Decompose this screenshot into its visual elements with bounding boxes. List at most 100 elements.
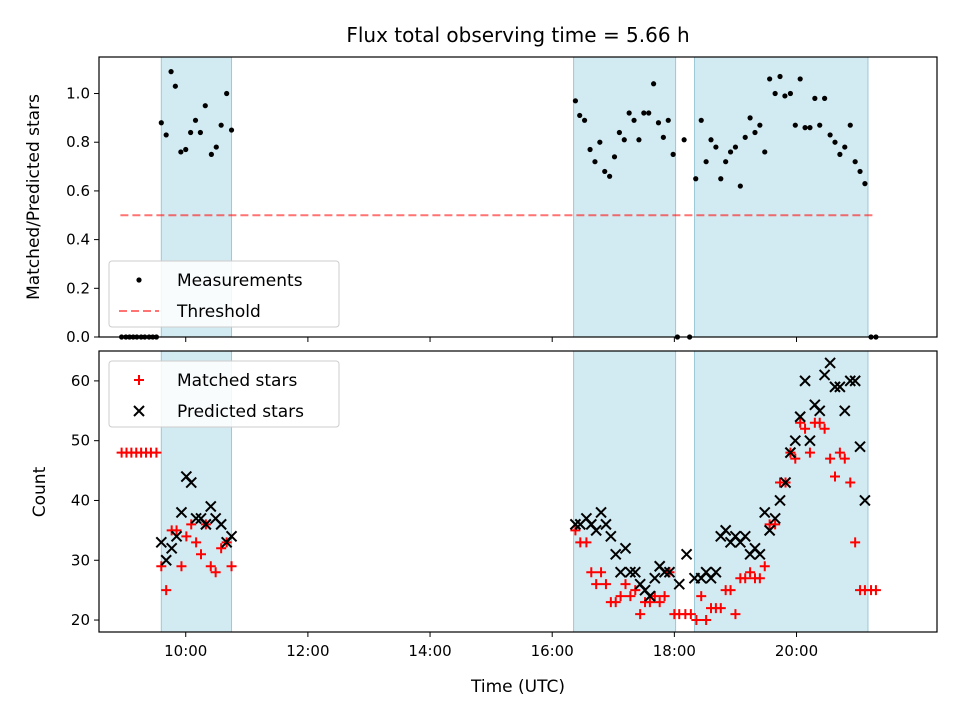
- measurement-point: [224, 90, 230, 97]
- predicted-star-point: [160, 554, 172, 566]
- matched-star-point: [610, 597, 621, 608]
- predicted-star-point: [190, 512, 202, 525]
- predicted-star-point: [658, 566, 671, 578]
- predicted-star-point: [759, 506, 771, 519]
- matched-star-point: [754, 573, 765, 584]
- matched-star-point: [210, 567, 221, 578]
- top-axis-ticks: 0.0 0.2 0.4 0.6 0.8 1.0: [66, 85, 798, 346]
- matched-star-point: [615, 591, 626, 602]
- matched-star-point: [591, 579, 602, 590]
- measurement-point: [228, 127, 235, 133]
- y-tick-label: 0.0: [66, 328, 90, 346]
- measurement-point: [607, 173, 613, 179]
- measurement-point: [197, 129, 203, 136]
- matched-star-point: [839, 453, 850, 464]
- predicted-star-point: [663, 566, 676, 578]
- matched-star-point: [696, 591, 707, 602]
- measurement-point: [852, 159, 858, 165]
- measurement-point: [650, 81, 657, 87]
- measurement-point: [183, 146, 189, 153]
- y-tick-label: 0.6: [66, 182, 90, 200]
- matched-star-point: [161, 585, 172, 596]
- top-y-axis-label: Matched/Predicted stars: [24, 94, 44, 300]
- measurement-point: [213, 144, 219, 150]
- legend-measurement-marker: [136, 277, 142, 283]
- matched-star-point: [691, 615, 702, 626]
- y-tick-label: 30: [71, 551, 90, 569]
- matched-star-point: [825, 453, 836, 464]
- measurement-point: [681, 137, 687, 143]
- matched-star-point: [570, 525, 581, 536]
- predicted-star-point: [754, 548, 766, 560]
- measurement-point: [782, 93, 788, 99]
- y-tick-label: 20: [71, 611, 90, 629]
- predicted-star-point: [590, 524, 602, 537]
- matched-star-point: [685, 609, 696, 620]
- y-tick-label: 50: [71, 432, 90, 450]
- measurement-point: [698, 117, 704, 123]
- predicted-star-point: [600, 518, 612, 531]
- measurement-point: [646, 110, 652, 116]
- legend-predicted-marker: [133, 405, 145, 417]
- matched-star-point: [701, 615, 712, 626]
- matched-star-point: [845, 477, 856, 488]
- measurement-point: [188, 129, 194, 136]
- measurement-point: [218, 122, 224, 128]
- predicted-star-point: [170, 530, 183, 543]
- matched-star-point: [226, 561, 237, 572]
- legend-label: Measurements: [177, 271, 303, 291]
- bottom-y-axis-label: Count: [30, 466, 50, 517]
- predicted-star-point: [859, 494, 871, 507]
- predicted-star-point: [175, 506, 188, 519]
- predicted-star-point: [569, 518, 582, 531]
- measurement-point: [581, 117, 588, 123]
- matched-star-point: [644, 597, 655, 608]
- matched-star-point: [191, 537, 202, 548]
- y-tick-label: 0.2: [66, 279, 90, 297]
- matched-star-point: [730, 609, 741, 620]
- matched-star-point: [186, 519, 197, 530]
- matched-star-point: [850, 537, 861, 548]
- predicted-star-point: [784, 446, 797, 459]
- legend-matched-marker: [134, 375, 144, 385]
- top-panel: 0.0 0.2 0.4 0.6 0.8 1.0 Matched/Predicted sta…: [24, 56, 938, 346]
- measurement-point: [772, 90, 778, 97]
- legend-label: Matched stars: [177, 371, 297, 391]
- matched-star-point: [814, 417, 825, 428]
- measurement-point: [797, 76, 803, 82]
- predicted-star-point: [644, 590, 656, 602]
- legend-box: [108, 360, 340, 428]
- measurement-point: [208, 151, 214, 157]
- measurement-point: [742, 134, 748, 140]
- predicted-star-point: [774, 494, 786, 507]
- predicted-star-point: [849, 375, 861, 387]
- predicted-star-point: [769, 512, 781, 525]
- measurement-point: [727, 149, 734, 155]
- measurement-point: [747, 115, 753, 121]
- measurement-point: [641, 110, 647, 116]
- y-tick-label: 0.8: [66, 133, 90, 151]
- measurement-point: [192, 117, 199, 123]
- bottom-axes-frame: [98, 350, 938, 633]
- measurement-point: [670, 151, 676, 157]
- predicted-star-point: [779, 476, 792, 489]
- predicted-star-point: [165, 542, 178, 555]
- x-axis-label: Time (UTC): [470, 677, 565, 697]
- predicted-star-point: [215, 518, 227, 531]
- measurement-point: [708, 137, 714, 143]
- matched-star-point: [740, 573, 751, 584]
- measurement-point: [732, 144, 739, 150]
- measurement-point: [636, 137, 642, 143]
- matched-star-point: [819, 423, 830, 434]
- matched-star-point: [156, 561, 167, 572]
- legend-label: Predicted stars: [177, 402, 304, 422]
- predicted-star-point: [629, 566, 641, 578]
- measurement-point: [757, 122, 763, 128]
- matched-star-point: [600, 579, 611, 590]
- predicted-star-point: [839, 405, 851, 417]
- shaded-span: [694, 56, 869, 338]
- measurement-point: [577, 112, 583, 119]
- x-tick-label: 18:00: [653, 642, 696, 660]
- shaded-span: [694, 350, 869, 633]
- shaded-span: [573, 56, 677, 338]
